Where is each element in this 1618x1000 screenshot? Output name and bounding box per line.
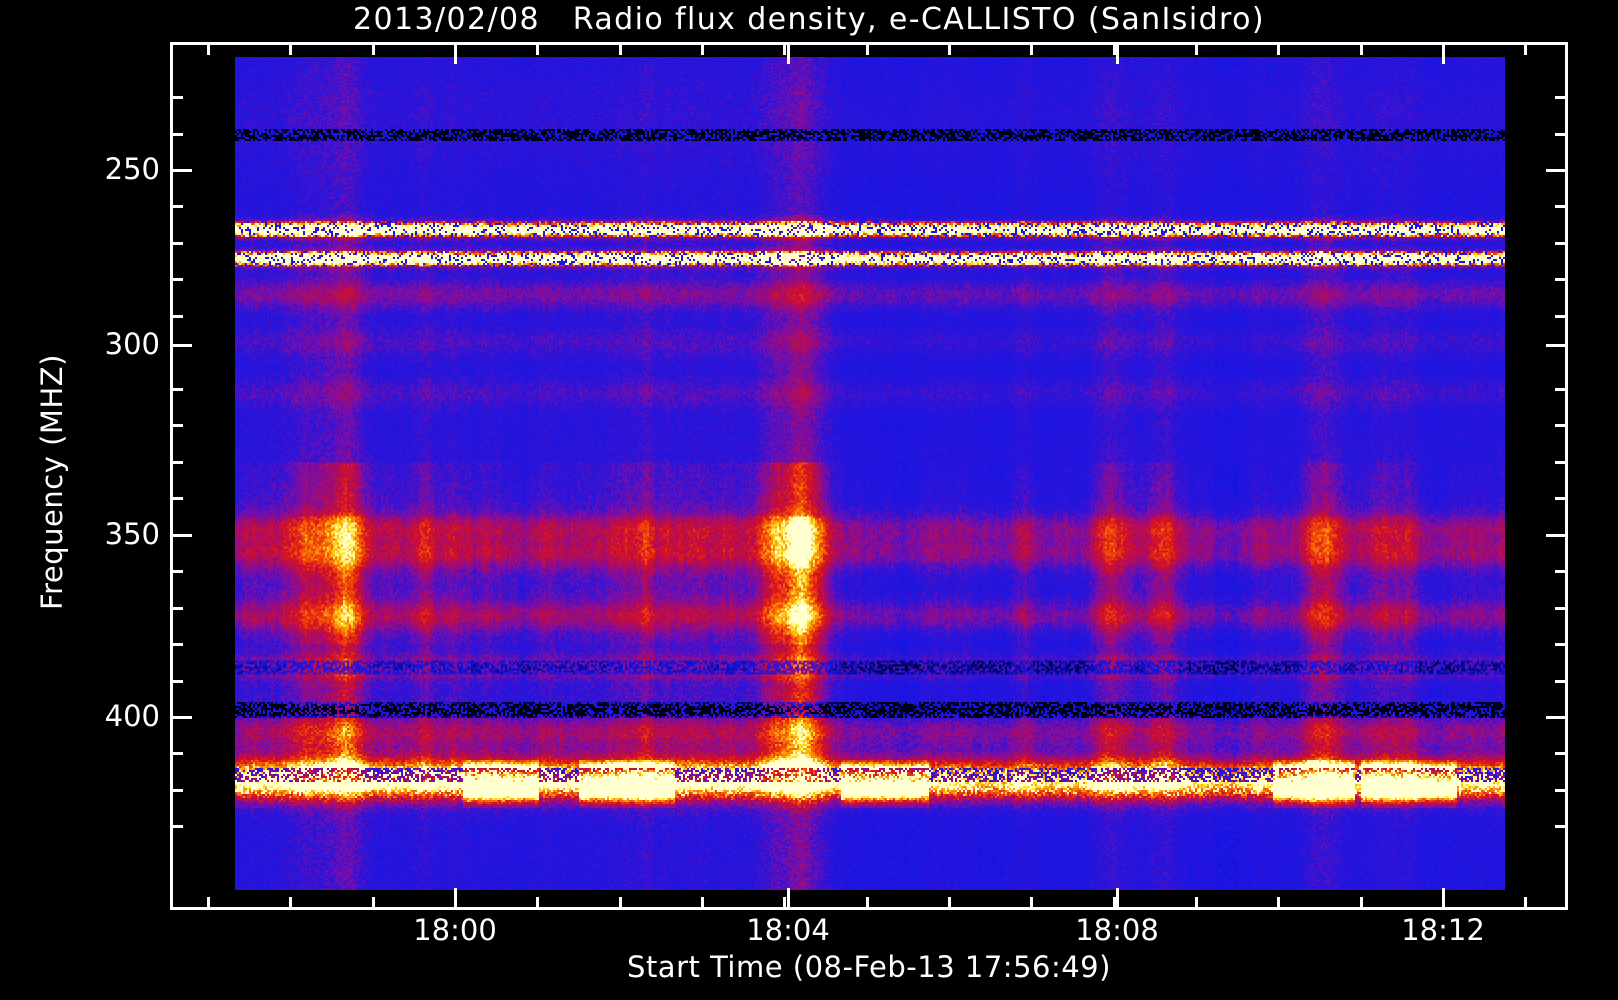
x-tick-label: 18:04 [746,913,830,947]
x-tick-minor [948,42,951,55]
y-tick-major [170,344,192,347]
y-tick-minor [170,752,183,756]
x-tick-minor [1277,897,1281,910]
y-tick-minor [1555,96,1568,100]
x-tick-minor [783,42,787,55]
x-tick-minor [1030,897,1034,910]
x-tick-major [454,42,457,64]
y-tick-minor [1555,387,1568,391]
x-tick-minor [207,42,210,55]
x-tick-label: 18:08 [1075,913,1159,947]
x-tick-minor [289,42,293,55]
y-tick-minor [170,788,183,792]
y-tick-major [170,534,192,537]
y-tick-major [170,716,192,719]
y-tick-minor [1555,752,1568,756]
y-tick-minor [1555,497,1568,501]
x-tick-minor [371,42,375,55]
x-tick-minor [618,42,622,55]
x-tick-major [1442,42,1445,64]
y-tick-minor [1555,679,1568,683]
x-tick-major [1442,888,1445,910]
y-tick-major [170,169,192,172]
y-tick-major [1546,534,1568,537]
x-tick-minor [1359,897,1363,910]
x-tick-minor [701,897,704,910]
y-tick-minor [1555,788,1568,792]
x-tick-minor [701,42,704,55]
x-tick-minor [1277,42,1281,55]
spectrogram-image [235,57,1505,890]
x-tick-minor [618,897,622,910]
x-tick-major [787,42,790,64]
y-axis-title: Frequency (MHZ) [35,354,69,610]
y-tick-minor [170,460,183,464]
y-tick-major [1546,169,1568,172]
y-tick-label: 250 [104,152,160,186]
y-tick-minor [1555,314,1568,318]
x-tick-minor [536,42,540,55]
x-tick-minor [1524,42,1528,55]
x-tick-minor [1195,897,1198,910]
x-tick-minor [207,897,210,910]
y-tick-minor [1555,643,1568,647]
x-tick-minor [1524,897,1528,910]
y-tick-minor [170,679,183,683]
x-tick-minor [371,897,375,910]
x-tick-label: 18:12 [1401,913,1485,947]
y-tick-major [1546,344,1568,347]
x-tick-minor [865,42,869,55]
x-tick-major [1116,888,1119,910]
y-tick-label: 350 [104,517,160,551]
y-tick-minor [170,606,183,610]
y-tick-minor [1555,424,1568,428]
x-tick-minor [783,897,787,910]
y-tick-minor [1555,460,1568,464]
x-tick-major [1116,42,1119,64]
y-tick-minor [170,241,183,245]
spectrogram-plot-area[interactable] [235,57,1505,890]
y-tick-minor [1555,205,1568,209]
x-tick-minor [1195,42,1198,55]
y-tick-minor [170,132,183,136]
x-tick-minor [536,897,540,910]
y-tick-minor [170,825,183,829]
x-tick-minor [1112,897,1116,910]
y-tick-minor [170,643,183,647]
x-tick-minor [1030,42,1034,55]
y-tick-minor [1555,606,1568,610]
y-tick-label: 400 [104,699,160,733]
x-tick-minor [865,897,869,910]
x-tick-major [787,888,790,910]
x-tick-minor [289,897,293,910]
y-tick-minor [170,96,183,100]
y-tick-minor [1555,241,1568,245]
y-tick-minor [1555,132,1568,136]
y-tick-minor [170,497,183,501]
y-tick-minor [170,570,183,574]
y-tick-minor [170,205,183,209]
y-tick-label: 300 [104,327,160,361]
y-tick-minor [170,314,183,318]
y-tick-minor [1555,825,1568,829]
y-tick-minor [170,424,183,428]
x-tick-minor [1112,42,1116,55]
y-tick-minor [170,278,183,282]
page-title: 2013/02/08 Radio flux density, e-CALLIST… [353,2,1265,37]
x-tick-major [454,888,457,910]
y-tick-minor [1555,570,1568,574]
x-tick-label: 18:00 [413,913,497,947]
y-tick-minor [170,387,183,391]
y-tick-minor [1555,278,1568,282]
y-tick-major [1546,716,1568,719]
x-axis-title: Start Time (08-Feb-13 17:56:49) [627,950,1111,984]
x-tick-minor [1359,42,1363,55]
x-tick-minor [948,897,951,910]
